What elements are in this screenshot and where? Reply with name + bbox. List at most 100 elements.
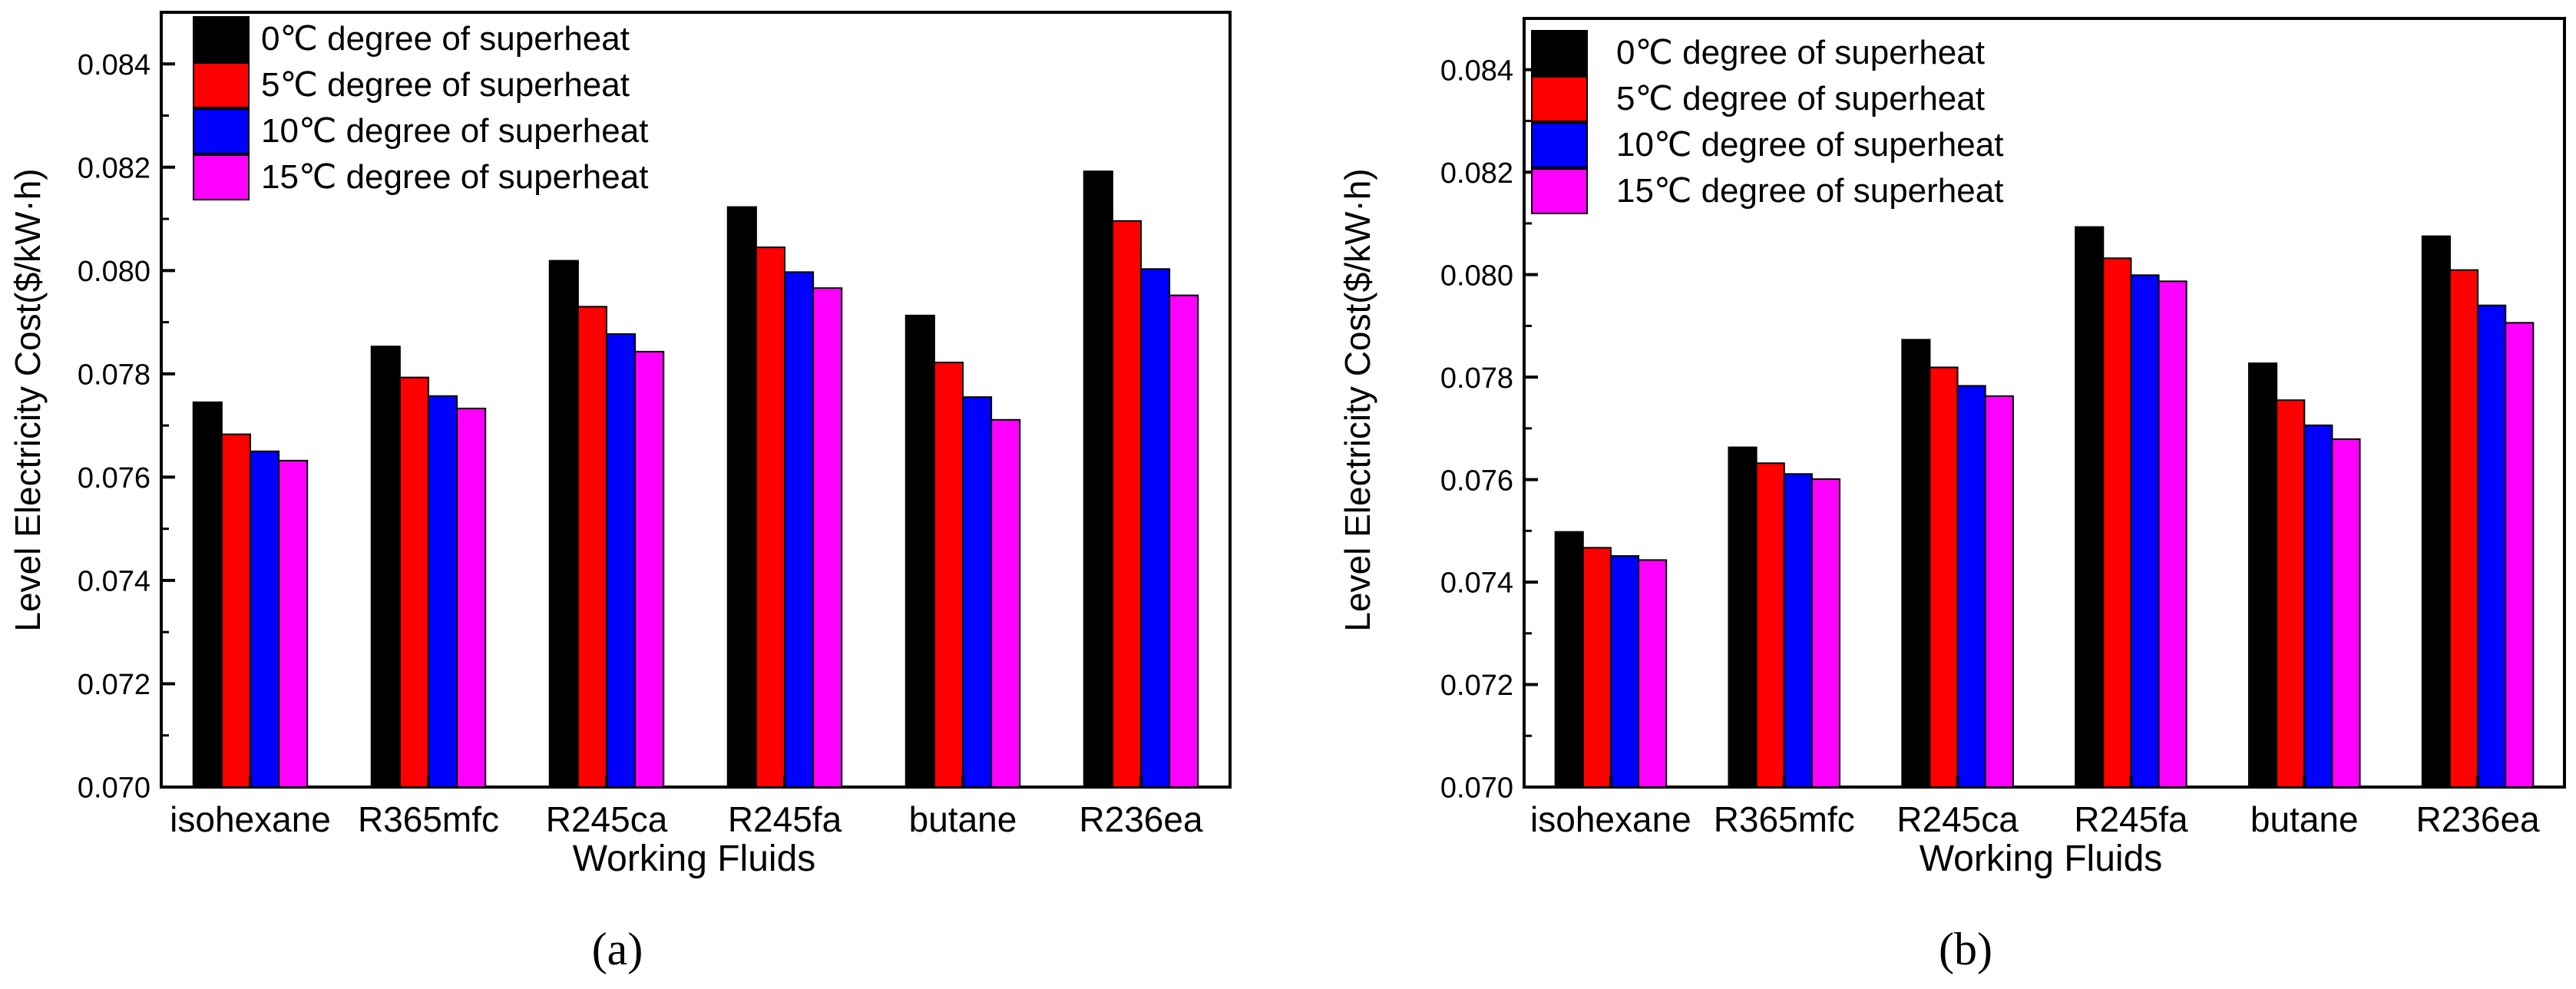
x-category-label: R245fa — [2074, 799, 2188, 839]
panel-caption: (b) — [1939, 924, 1992, 974]
bar — [2102, 257, 2132, 788]
bar — [1755, 462, 1785, 789]
y-tick-label: 0.074 — [1440, 567, 1513, 600]
x-category-label: R236ea — [2416, 799, 2541, 839]
bar — [1111, 220, 1143, 788]
x-axis-title: Working Fluids — [1920, 838, 2163, 879]
x-category-label: isohexane — [1530, 799, 1691, 839]
bar — [1554, 531, 1584, 789]
legend-label: 10℃ degree of superheat — [261, 112, 648, 150]
legend-label: 5℃ degree of superheat — [261, 66, 630, 104]
x-category-label: R245ca — [1896, 799, 2019, 839]
y-tick-label: 0.076 — [1440, 465, 1513, 497]
bar — [278, 459, 309, 789]
y-tick-label: 0.080 — [1440, 260, 1513, 292]
y-tick-label: 0.070 — [78, 772, 150, 805]
bar — [2421, 235, 2451, 789]
bar — [428, 395, 458, 788]
bar — [220, 433, 252, 788]
bar — [456, 407, 487, 789]
y-tick-label: 0.078 — [78, 359, 150, 392]
bar — [577, 306, 608, 789]
bar — [2130, 274, 2160, 789]
bar — [1810, 478, 1841, 788]
bar — [1984, 395, 2014, 788]
bar — [634, 350, 665, 788]
legend-label: 15℃ degree of superheat — [261, 158, 648, 196]
x-category-label: isohexane — [170, 799, 331, 839]
legend-swatch — [1531, 122, 1588, 168]
legend-swatch — [193, 154, 250, 200]
bar — [1609, 555, 1640, 788]
bar — [1901, 339, 1931, 788]
bar — [2331, 438, 2361, 788]
bar — [1169, 294, 1199, 788]
x-category-label: R245ca — [546, 799, 668, 839]
legend-label: 0℃ degree of superheat — [1616, 34, 1985, 71]
y-axis-title: Level Electricity Cost($/kW·h) — [8, 168, 48, 631]
legend-swatch — [1531, 30, 1588, 76]
legend-swatch — [193, 108, 250, 154]
bar — [962, 396, 993, 788]
y-tick-label: 0.082 — [1440, 157, 1513, 190]
bar — [1783, 473, 1813, 788]
chart-panel-b: 0.070 0.072 0.074 0.076 0.078 0.080 0.082 0.084… — [1338, 17, 2566, 974]
legend-swatch — [1531, 76, 1588, 122]
bar — [2303, 424, 2333, 788]
x-category-label: butane — [909, 799, 1017, 839]
x-category-label: R236ea — [1079, 799, 1203, 839]
bar — [1956, 385, 1986, 788]
bar — [1582, 547, 1612, 788]
plot-frame — [1523, 17, 2566, 789]
x-category-label: butane — [2250, 799, 2359, 839]
legend-label: 5℃ degree of superheat — [1616, 80, 1985, 117]
panel-caption: (a) — [592, 924, 643, 974]
bar — [990, 418, 1021, 788]
legend-label: 10℃ degree of superheat — [1616, 126, 2003, 164]
bar — [370, 346, 401, 788]
bar — [192, 401, 223, 788]
chart-panel-a: 0.070 0.072 0.074 0.076 0.078 0.080 0.082 0.084… — [8, 11, 1232, 974]
bar — [2075, 226, 2105, 788]
y-tick-label: 0.070 — [1440, 772, 1513, 805]
plot-frame — [160, 11, 1232, 789]
y-tick-label: 0.076 — [78, 462, 150, 495]
bar — [398, 376, 430, 789]
bar — [784, 271, 815, 788]
bar — [250, 450, 280, 788]
bar — [2247, 362, 2278, 788]
bar — [755, 246, 786, 788]
y-tick-label: 0.084 — [1440, 55, 1513, 87]
bar — [812, 287, 843, 789]
legend-swatch — [193, 62, 250, 108]
x-category-label: R245fa — [728, 799, 842, 839]
legend-label: 0℃ degree of superheat — [261, 20, 630, 58]
legend-swatch — [1531, 168, 1588, 214]
bar — [606, 333, 637, 788]
bar — [933, 362, 964, 788]
y-tick-label: 0.072 — [78, 669, 150, 701]
y-tick-label: 0.072 — [1440, 670, 1513, 702]
bar — [726, 206, 757, 788]
bar — [2477, 304, 2507, 788]
y-tick-label: 0.078 — [1440, 362, 1513, 395]
legend-swatch — [193, 16, 250, 62]
x-axis-title: Working Fluids — [573, 838, 816, 879]
y-tick-label: 0.080 — [78, 256, 150, 288]
y-tick-label: 0.074 — [78, 566, 150, 598]
bar — [1083, 170, 1113, 788]
bar — [1638, 559, 1668, 788]
bar — [2505, 322, 2535, 788]
bar — [548, 260, 579, 788]
x-category-label: R365mfc — [358, 799, 499, 839]
y-tick-label: 0.082 — [78, 152, 150, 184]
bar — [1929, 366, 1959, 789]
bar — [2276, 399, 2306, 788]
y-axis-title: Level Electricity Cost($/kW·h) — [1338, 168, 1377, 631]
bar — [2158, 280, 2187, 789]
x-category-label: R365mfc — [1714, 799, 1855, 839]
bar — [1140, 268, 1171, 789]
legend-label: 15℃ degree of superheat — [1616, 172, 2003, 210]
bar — [2449, 269, 2479, 789]
